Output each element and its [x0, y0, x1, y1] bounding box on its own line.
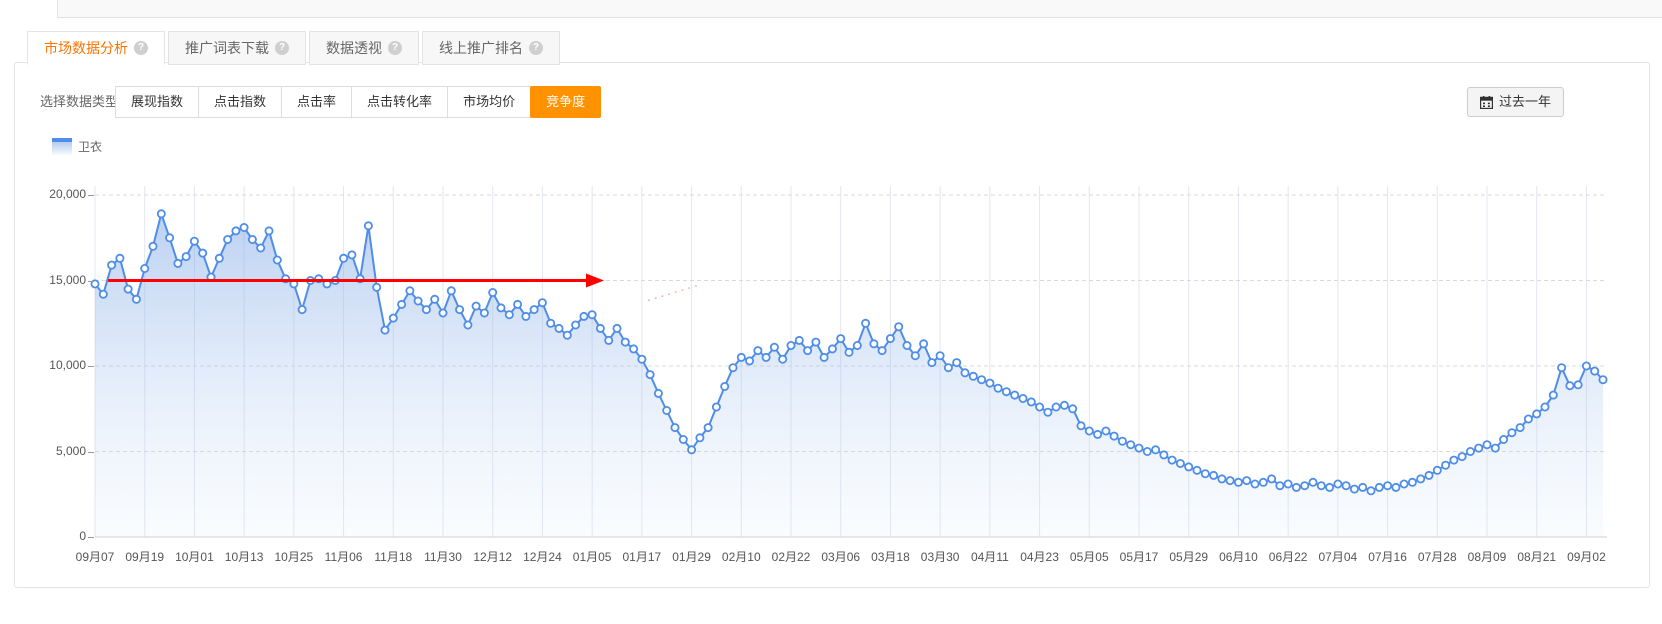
x-axis-label: 12月24: [523, 550, 562, 564]
help-icon[interactable]: ?: [529, 41, 543, 55]
button-competition-index[interactable]: 竞争度: [530, 86, 602, 118]
legend-item-weiyi[interactable]: 卫衣: [52, 138, 102, 155]
x-axis-label: 01月17: [622, 550, 662, 564]
x-axis-label: 05月29: [1169, 550, 1209, 564]
x-axis-label: 09月07: [75, 550, 115, 564]
y-axis-tick: [88, 195, 94, 196]
x-axis-label: 04月23: [1020, 550, 1059, 564]
x-axis-label: 10月25: [274, 550, 314, 564]
x-axis-label: 01月29: [672, 550, 711, 564]
x-axis-label: 08月09: [1467, 550, 1507, 564]
x-axis-label: 06月10: [1219, 550, 1258, 564]
y-axis-label: 15,000: [49, 272, 86, 287]
x-axis-label: 09月02: [1567, 550, 1606, 564]
button-market-avg-price[interactable]: 市场均价: [447, 86, 532, 118]
x-axis-label: 03月18: [871, 550, 910, 564]
x-axis-label: 06月22: [1268, 550, 1308, 564]
tab-bar: 市场数据分析 ? 推广词表下载 ? 数据透视 ? 线上推广排名 ?: [27, 31, 560, 65]
legend-label: 卫衣: [78, 140, 103, 154]
data-type-button-group: 展现指数 点击指数 点击率 点击转化率 市场均价 竞争度: [115, 86, 602, 118]
button-click-index[interactable]: 点击指数: [198, 86, 283, 118]
x-axis-label: 12月12: [473, 550, 513, 564]
x-axis-label: 03月06: [821, 550, 861, 564]
x-axis-label: 08月21: [1517, 550, 1557, 564]
tab-label: 推广词表下载: [185, 40, 269, 56]
y-axis-tick: [88, 366, 94, 367]
x-axis-label: 10月01: [175, 550, 214, 564]
y-axis-label: 20,000: [49, 187, 86, 201]
button-impression-index[interactable]: 展现指数: [115, 86, 200, 118]
help-icon[interactable]: ?: [275, 41, 289, 55]
calendar-icon: [1480, 95, 1493, 109]
data-type-label: 选择数据类型：: [40, 94, 132, 109]
y-axis-tick: [88, 537, 94, 538]
x-axis-label: 04月11: [970, 550, 1009, 564]
tab-online-promo-ranking[interactable]: 线上推广排名 ?: [422, 31, 560, 65]
y-axis-label: 5,000: [55, 443, 86, 458]
time-range-label: 过去一年: [1499, 94, 1552, 109]
button-click-rate[interactable]: 点击率: [281, 86, 353, 118]
x-axis-label: 09月19: [125, 550, 165, 564]
x-axis-label: 11月18: [374, 550, 413, 564]
button-click-conversion-rate[interactable]: 点击转化率: [351, 86, 449, 118]
chart-plot: [90, 186, 1608, 538]
x-axis-label: 05月05: [1069, 550, 1109, 564]
x-axis-label: 03月30: [920, 550, 960, 564]
x-axis-label: 11月06: [324, 550, 363, 564]
annotation-arrow: [108, 273, 702, 302]
x-axis-label: 05月17: [1119, 550, 1159, 564]
x-axis-label: 02月22: [771, 550, 811, 564]
tab-label: 市场数据分析: [44, 40, 128, 56]
time-range-button[interactable]: 过去一年: [1467, 87, 1565, 117]
tab-label: 线上推广排名: [439, 40, 523, 56]
tab-promo-wordlist-download[interactable]: 推广词表下载 ?: [168, 31, 306, 65]
x-axis-label: 07月16: [1368, 550, 1407, 564]
y-axis-tick: [88, 280, 94, 282]
y-axis-label: 10,000: [49, 358, 86, 372]
tab-label: 数据透视: [326, 40, 382, 56]
x-axis-label: 01月05: [572, 550, 612, 564]
help-icon[interactable]: ?: [134, 41, 148, 55]
help-icon[interactable]: ?: [388, 41, 402, 55]
y-axis-label: 0: [79, 529, 86, 543]
x-axis-label: 07月04: [1318, 550, 1358, 564]
previous-module-edge: [57, 0, 1662, 18]
y-axis-tick: [88, 451, 94, 453]
legend-swatch-icon: [52, 138, 72, 155]
x-axis-label: 07月28: [1417, 550, 1457, 564]
x-axis-label: 10月13: [224, 550, 264, 564]
tab-market-data-analysis[interactable]: 市场数据分析 ?: [27, 31, 165, 65]
x-axis-label: 02月10: [721, 550, 761, 564]
tab-data-pivot[interactable]: 数据透视 ?: [309, 31, 419, 65]
x-axis-label: 11月30: [424, 550, 462, 564]
